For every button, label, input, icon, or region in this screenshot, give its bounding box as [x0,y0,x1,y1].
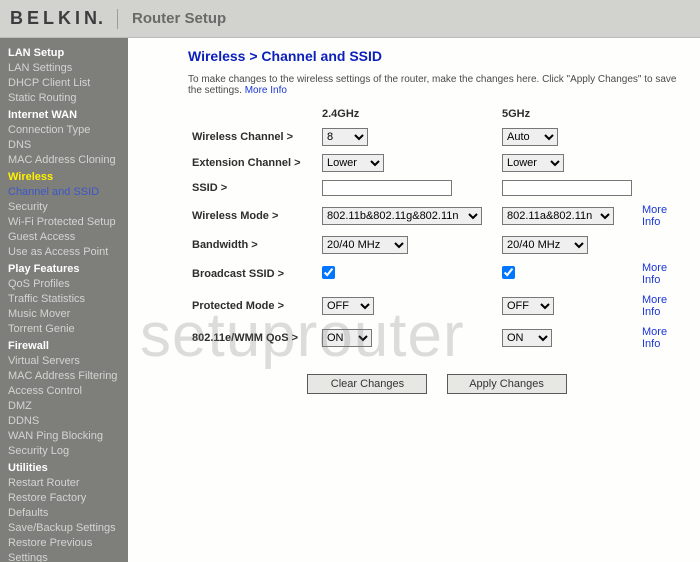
wireless-channel-24[interactable]: 8 [322,128,368,146]
settings-table: 2.4GHz 5GHz Wireless Channel > 8 Auto Ex… [188,104,686,354]
wmm-label: 802.11e/WMM QoS > [188,322,318,354]
sidebar-item[interactable]: Security Log [8,444,128,459]
more-info-link[interactable]: More Info [642,294,667,318]
intro-text: To make changes to the wireless settings… [188,74,686,96]
sidebar-item[interactable]: QoS Profiles [8,277,128,292]
broadcast-checkbox-24[interactable] [322,266,335,279]
sidebar: LAN SetupLAN SettingsDHCP Client ListSta… [0,38,128,562]
bandwidth-5[interactable]: 20/40 MHz [502,236,588,254]
sidebar-item[interactable]: LAN Settings [8,61,128,76]
col-5ghz: 5GHz [498,104,638,124]
logo: BELKIN. [10,8,103,29]
breadcrumb: Wireless > Channel and SSID [188,48,686,64]
clear-changes-button[interactable]: Clear Changes [307,374,427,394]
sidebar-item[interactable]: Guest Access [8,230,128,245]
sidebar-item[interactable]: Restore Previous Settings [8,536,128,562]
header-title: Router Setup [132,10,226,27]
protected-5[interactable]: OFF [502,297,554,315]
sidebar-item[interactable]: Save/Backup Settings [8,521,128,536]
broadcast-checkbox-5[interactable] [502,266,515,279]
header: BELKIN. Router Setup [0,0,700,38]
divider [117,9,118,29]
more-info-link[interactable]: More Info [642,326,667,350]
sidebar-item[interactable]: Channel and SSID [8,185,128,200]
protected-label: Protected Mode > [188,290,318,322]
sidebar-item[interactable]: Security [8,200,128,215]
sidebar-item[interactable]: Music Mover [8,307,128,322]
protected-24[interactable]: OFF [322,297,374,315]
sidebar-item[interactable]: Restart Router [8,476,128,491]
content: Wireless > Channel and SSID To make chan… [128,38,700,562]
sidebar-heading: LAN Setup [8,46,128,61]
wmm-5[interactable]: ON [502,329,552,347]
extension-channel-5[interactable]: Lower [502,154,564,172]
apply-changes-button[interactable]: Apply Changes [447,374,567,394]
sidebar-item[interactable]: Access Control [8,384,128,399]
more-info-link[interactable]: More Info [642,262,667,286]
sidebar-item[interactable]: Wi-Fi Protected Setup [8,215,128,230]
sidebar-item[interactable]: Restore Factory Defaults [8,491,128,521]
sidebar-item[interactable]: DDNS [8,414,128,429]
sidebar-heading: Internet WAN [8,108,128,123]
sidebar-item[interactable]: DMZ [8,399,128,414]
sidebar-item[interactable]: Static Routing [8,91,128,106]
sidebar-item[interactable]: MAC Address Filtering [8,369,128,384]
sidebar-item[interactable]: Use as Access Point [8,245,128,260]
more-info-link[interactable]: More Info [642,204,667,228]
sidebar-heading: Firewall [8,339,128,354]
wmm-24[interactable]: ON [322,329,372,347]
broadcast-label: Broadcast SSID > [188,258,318,290]
sidebar-heading: Play Features [8,262,128,277]
wireless-mode-label: Wireless Mode > [188,200,318,232]
sidebar-item[interactable]: MAC Address Cloning [8,153,128,168]
sidebar-item[interactable]: Torrent Genie [8,322,128,337]
sidebar-heading: Wireless [8,170,128,185]
sidebar-heading: Utilities [8,461,128,476]
extension-channel-label: Extension Channel > [188,150,318,176]
ssid-input-5[interactable] [502,180,632,196]
col-24ghz: 2.4GHz [318,104,498,124]
sidebar-item[interactable]: Connection Type [8,123,128,138]
wireless-mode-5[interactable]: 802.11a&802.11n [502,207,614,225]
bandwidth-label: Bandwidth > [188,232,318,258]
ssid-label: SSID > [188,176,318,200]
wireless-mode-24[interactable]: 802.11b&802.11g&802.11n [322,207,482,225]
sidebar-item[interactable]: DHCP Client List [8,76,128,91]
more-info-link[interactable]: More Info [245,85,287,96]
ssid-input-24[interactable] [322,180,452,196]
wireless-channel-5[interactable]: Auto [502,128,558,146]
sidebar-item[interactable]: DNS [8,138,128,153]
wireless-channel-label: Wireless Channel > [188,124,318,150]
bandwidth-24[interactable]: 20/40 MHz [322,236,408,254]
sidebar-item[interactable]: WAN Ping Blocking [8,429,128,444]
button-row: Clear Changes Apply Changes [188,374,686,394]
sidebar-item[interactable]: Virtual Servers [8,354,128,369]
extension-channel-24[interactable]: Lower [322,154,384,172]
sidebar-item[interactable]: Traffic Statistics [8,292,128,307]
